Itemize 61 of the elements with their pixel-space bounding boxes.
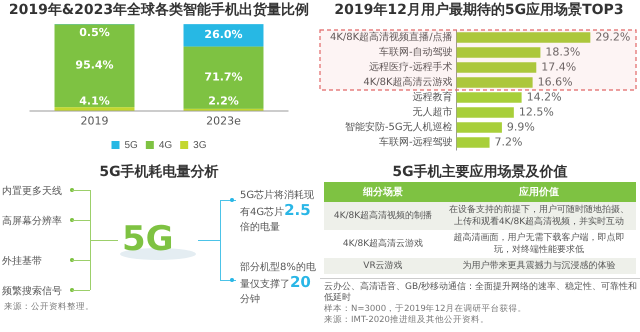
chart-title: 2019年12月用户最期待的5G应用场景TOP3 [333,0,625,20]
data-label: 29.2% [595,30,630,44]
data-label: 4.1% [79,94,110,108]
text: 为用户带来更具震撼力与沉浸感的体验 [442,258,636,274]
x-tick-label: 2023e [206,114,242,128]
text: 部分机型8%的电量仅支撑了20分钟 [240,262,316,305]
bar [184,46,264,109]
chart-title: 2019年&2023年全球各类智能手机出货量比例 [8,1,310,20]
data-label: 18.3% [545,45,580,58]
text: 4K/8K超高清视频的制播 [324,202,442,230]
data-label: 17.4% [541,60,576,74]
data-label: 7.2% [494,135,523,148]
bar [54,107,134,111]
data-label: 14.2% [526,90,562,104]
y-tick-label: 4K/8K超高清视频直播/点播 [330,31,453,44]
text: 外挂基带 [2,254,42,268]
bar [456,122,502,133]
bar [456,47,540,58]
bar [456,62,536,73]
x-tick-label: 2019 [80,114,108,128]
data-label: 16.6% [538,75,573,88]
data-label: 2.2% [208,94,239,108]
data-label: 95.4% [75,58,114,72]
y-tick-label: 车联网-自动驾驶 [378,46,453,58]
bar [456,107,514,118]
bar [456,32,590,43]
y-tick-label: 远程教育 [412,91,453,104]
text: 5G [122,219,174,259]
text: VR云游戏 [324,258,442,274]
text: 4K/8K超高清云游戏 [342,238,424,251]
legend-label: 4G [158,140,172,151]
bar [54,24,134,108]
data-label: 12.5% [518,105,554,118]
text: 5G手机主要应用场景及价值 [391,162,569,182]
bar [456,77,533,88]
data-label: 26.0% [204,28,243,42]
y-tick-label: 智能安防-5G无人机巡检 [344,121,453,134]
text: 5G手机耗电量分析 [98,163,220,182]
bar [456,137,490,148]
text: 在设备支持的前提下，用户可随时随地拍摄、上传和观看4K/8K超高清视频，并实时互动 [442,202,636,230]
y-tick-label: 车联网-远程驾驶 [378,136,453,148]
text: 云办公、高清语音、GB/秒移动通信：全面提升网络的速率、稳定性、可靠性和低延时 [320,278,640,304]
bar [456,92,522,103]
text: 超高清画面，用户无需下载客户端，即点即玩，对终端性能要求低 [452,232,626,257]
text: 样本：N=3000，于2019年12月在调研平台获得。 [323,304,528,315]
source-note: 来源：IMT-2020推进组及其他公开资料。 [323,315,490,326]
legend-label: 3G [193,140,207,151]
data-label: 9.9% [506,120,535,134]
text: 应用价值 [442,182,636,202]
y-tick-label: 无人超市 [412,106,453,118]
text: 频繁搜索信号 [2,284,62,298]
legend-label: 5G [124,140,138,151]
text: 内置更多天线 [2,184,62,198]
data-label: 71.7% [204,70,243,84]
text: 5G芯片将消耗现有4G芯片2.5倍的电量 [240,190,314,233]
text: 细分场景 [324,182,442,202]
data-label: 0.5% [79,26,110,39]
text: 高屏幕分辨率 [2,214,62,228]
source-note: 来源：公开资料整理。 [3,302,94,313]
y-tick-label: 远程医疗-远程手术 [368,61,453,74]
y-tick-label: 4K/8K超高清云游戏 [363,76,453,88]
